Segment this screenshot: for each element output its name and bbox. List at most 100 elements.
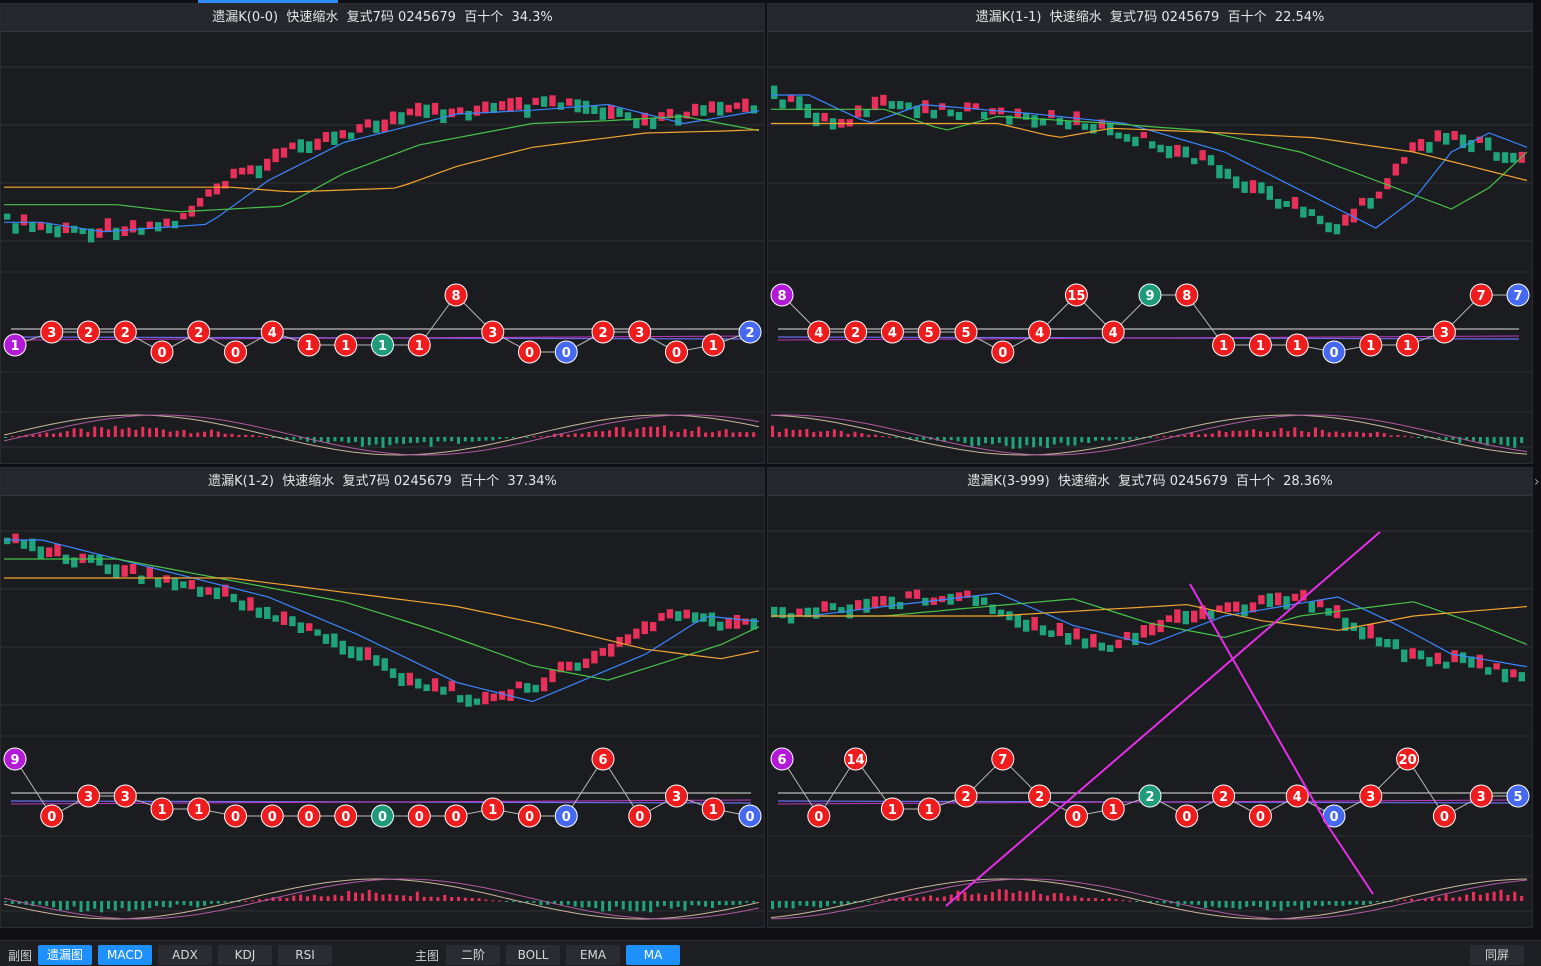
bubble-label: 1 [1293, 339, 1302, 354]
macd-bar [984, 894, 988, 901]
cluster-bubble: 0 [371, 804, 394, 828]
main-btn-ema[interactable]: EMA [566, 945, 620, 965]
candle [1258, 182, 1265, 194]
candle [888, 596, 895, 610]
macd-bar [745, 432, 749, 437]
candle [1039, 625, 1047, 636]
candle [314, 629, 321, 636]
macd-bar [1080, 437, 1084, 443]
macd-bar [949, 437, 953, 441]
candle [1493, 152, 1500, 161]
bubble-circle [1469, 283, 1493, 307]
candle [171, 220, 179, 229]
macd-bar [935, 437, 939, 441]
candle [1459, 652, 1467, 664]
chart-canvas[interactable]: 8 4 2 4 5 5 0 4 15 4 9 8 1 1 1 0 1 1 3 7 7 [768, 32, 1533, 464]
candle [1266, 593, 1273, 608]
chart-panel-1-1[interactable]: 遗漏K(1-1) 快速缩水 复式7码 0245679 百十个 22.54% 8 4… [767, 3, 1533, 464]
macd-bar [161, 901, 165, 907]
candle [717, 621, 724, 631]
candle [1291, 593, 1299, 601]
candle [1207, 155, 1215, 166]
main-btn-ma[interactable]: MA [626, 945, 680, 965]
candle [871, 596, 879, 609]
macd-bar [1224, 901, 1228, 908]
macd-bar [846, 901, 850, 904]
bubble-circle [1359, 784, 1383, 808]
candle [155, 222, 162, 232]
candle [871, 96, 879, 111]
candle [1493, 663, 1500, 670]
sub-btn-rsi[interactable]: RSI [278, 945, 332, 965]
candle [989, 108, 996, 115]
main-btn-second-order[interactable]: 二阶 [446, 945, 500, 965]
bubble-circle [40, 320, 64, 344]
candle [1233, 601, 1240, 612]
sub-btn-kdj[interactable]: KDJ [218, 945, 272, 965]
ma-line-1 [771, 598, 1528, 646]
candle [54, 544, 61, 557]
macd-bar [825, 430, 829, 437]
candle [666, 108, 674, 119]
macd-bar [1320, 901, 1324, 907]
macd-bar [312, 894, 316, 901]
macd-bar [1362, 432, 1366, 437]
macd-bar [791, 430, 795, 437]
candle [272, 148, 279, 163]
bubble-circle [991, 340, 1015, 364]
macd-bar [333, 437, 337, 442]
bubble-label: 2 [851, 326, 860, 341]
candle [633, 628, 640, 639]
chart-canvas[interactable]: 1 3 2 2 0 2 0 4 1 1 1 1 8 3 0 0 2 3 0 1 2 [1, 32, 765, 464]
macd-bar [38, 901, 42, 905]
annotation-line [945, 531, 1381, 907]
candle [146, 221, 153, 229]
bubble-label: 3 [121, 790, 130, 805]
grid [768, 66, 1532, 448]
cluster-bubble: 0 [334, 804, 358, 828]
bubble-circle [738, 320, 762, 344]
cluster-bubble: 14 [844, 747, 868, 771]
candle [1375, 637, 1383, 647]
macd-bar [381, 894, 385, 901]
bubble-circle [807, 320, 831, 344]
candle [1325, 222, 1332, 233]
sub-btn-adx[interactable]: ADX [158, 945, 212, 965]
chart-panel-3-999[interactable]: 遗漏K(3-999) 快速缩水 复式7码 0245679 百十个 28.36% … [767, 467, 1533, 928]
macd-bar [326, 437, 330, 443]
bubble-label: 0 [525, 346, 534, 361]
expand-arrow-icon[interactable]: › [1534, 474, 1540, 490]
same-screen-button[interactable]: 同屏 [1470, 945, 1524, 965]
chart-panel-1-2[interactable]: 遗漏K(1-2) 快速缩水 复式7码 0245679 百十个 37.34% 9 0… [0, 467, 765, 928]
macd-bar [990, 437, 994, 445]
macd-bar [1375, 901, 1379, 903]
bubble-label: 2 [1035, 790, 1044, 805]
cluster-line [10, 799, 752, 805]
bubble-circle [954, 320, 978, 344]
candle [1182, 146, 1189, 158]
bubble-label: 1 [1256, 339, 1265, 354]
candle [683, 111, 690, 119]
macd-bar [1258, 431, 1262, 437]
candle [1501, 152, 1509, 164]
main-btn-boll[interactable]: BOLL [506, 945, 560, 965]
chart-canvas[interactable]: 9 0 3 3 1 1 0 0 0 0 0 0 0 1 0 0 6 0 3 1 0 [1, 496, 765, 928]
candle [557, 661, 565, 673]
macd-bar [805, 429, 809, 437]
bubble-label: 1 [378, 339, 387, 354]
macd-bar [120, 901, 124, 909]
macd-bar [306, 896, 309, 901]
sub-btn-macd[interactable]: MACD [98, 945, 152, 965]
sub-btn-missing-chart[interactable]: 遗漏图 [38, 945, 92, 965]
cluster-bubble: 0 [738, 804, 762, 828]
candle [71, 225, 78, 233]
macd-bar [367, 889, 371, 901]
cluster-bubble: 2 [1028, 784, 1052, 808]
chart-panel-0-0[interactable]: 遗漏K(0-0) 快速缩水 复式7码 0245679 百十个 34.3% 1 3 2… [0, 3, 765, 464]
macd-bar [505, 437, 509, 439]
candle [331, 131, 338, 145]
bubble-label: 1 [10, 339, 19, 354]
bubble-circle [665, 340, 688, 364]
candle [205, 587, 212, 595]
